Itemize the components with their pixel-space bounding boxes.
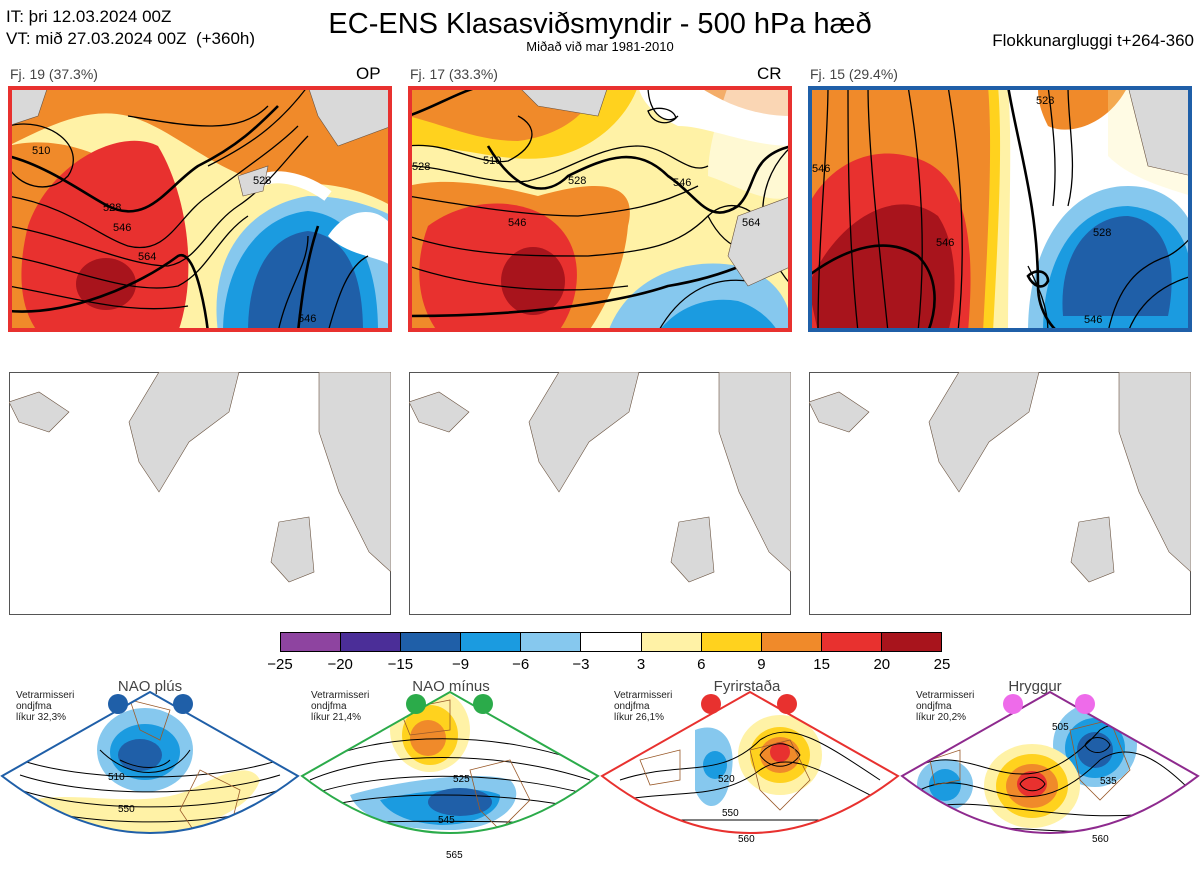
colorbar-labels: −25 −20 −15 −9 −6 −3 3 6 9 15 20 25 <box>260 656 962 674</box>
regime-2-prob: Vetrarmisseri ondjfma líkur 21,4% <box>311 690 370 723</box>
header-info: IT: þri 12.03.2024 00Z VT: mið 27.03.202… <box>6 6 255 50</box>
regime-4-dot-right <box>1075 694 1095 714</box>
contour-label: 546 <box>936 237 954 249</box>
colorbar-segment <box>820 633 881 651</box>
cluster-1-label: Fj. 19 (37.3%) <box>10 66 98 82</box>
it-line: IT: þri 12.03.2024 00Z <box>6 7 172 26</box>
regime-3-dot-right <box>777 694 797 714</box>
regime-4-map: 505 535 560 <box>900 690 1200 845</box>
cluster-2-border <box>408 86 792 332</box>
contour-label: 528 <box>103 202 121 214</box>
page-title: EC-ENS Klasasviðsmyndir - 500 hPa hæð <box>328 8 872 40</box>
contour-label: 535 <box>1100 776 1117 787</box>
contour-label: 550 <box>722 808 739 819</box>
colorbar-segment <box>640 633 701 651</box>
contour-label: 528 <box>1036 95 1054 107</box>
contour-label: 546 <box>508 217 526 229</box>
contour-label: 546 <box>113 222 131 234</box>
contour-label: 560 <box>738 834 755 845</box>
regime-2-dot-right <box>473 694 493 714</box>
empty-map-1 <box>9 372 391 615</box>
contour-label: 528 <box>568 175 586 187</box>
cluster-3-map: 546 528 546 528 546 <box>808 86 1192 332</box>
cluster-3-label: Fj. 15 (29.4%) <box>810 66 898 82</box>
contour-label: 564 <box>742 217 760 229</box>
regime-2-name: NAO mínus <box>412 678 490 695</box>
regime-3-dot-left <box>701 694 721 714</box>
cluster-2-tag: CR <box>757 64 782 83</box>
regime-3-map: 520 550 560 <box>600 690 900 845</box>
page-subtitle: Miðað við mar 1981-2010 <box>526 39 674 54</box>
cluster-1-map: 510 528 528 546 564 546 <box>8 86 392 332</box>
colorbar-tick-label: 3 <box>636 656 646 673</box>
vt-line: VT: mið 27.03.2024 00Z (+360h) <box>6 29 256 48</box>
contour-label: 505 <box>1052 722 1069 733</box>
colorbar-tick-label: −9 <box>451 656 470 673</box>
contour-label: 550 <box>118 804 135 815</box>
contour-label: 564 <box>138 251 156 263</box>
regime-4-name: Hryggur <box>1008 678 1062 695</box>
regime-2-dot-left <box>406 694 426 714</box>
colorbar-segment <box>340 633 401 651</box>
regime-4-prob: Vetrarmisseri ondjfma líkur 20,2% <box>916 690 975 723</box>
colorbar-tick-label: 15 <box>813 656 830 673</box>
colorbar-segment <box>880 633 942 651</box>
regime-2-map: 525 545 565 <box>300 690 600 861</box>
regime-1-dot-left <box>108 694 128 714</box>
colorbar-tick-label: −15 <box>387 656 414 673</box>
regime-3-prob: Vetrarmisseri ondjfma líkur 26,1% <box>614 690 673 723</box>
colorbar-tick-label: −20 <box>327 656 353 673</box>
contour-label: 546 <box>673 177 691 189</box>
cluster-1-border <box>8 86 392 332</box>
colorbar-segment <box>520 633 581 651</box>
regime-1-name: NAO plús <box>117 678 183 695</box>
classification-window: Flokkunargluggi t+264-360 <box>992 31 1194 50</box>
regime-3-name: Fyrirstaða <box>713 678 781 695</box>
contour-label: 560 <box>1092 834 1109 845</box>
colorbar-segment <box>580 633 641 651</box>
contour-label: 525 <box>453 774 470 785</box>
cluster-3-border <box>808 86 1192 332</box>
contour-label: 546 <box>298 313 316 325</box>
contour-label: 528 <box>253 175 271 187</box>
regime-1-prob: Vetrarmisseri ondjfma líkur 32,3% <box>16 690 75 723</box>
contour-label: 510 <box>108 772 125 783</box>
regime-1-dot-right <box>173 694 193 714</box>
colorbar-segment <box>281 633 341 651</box>
contour-label: 546 <box>1084 314 1102 326</box>
contour-label: 510 <box>483 155 501 167</box>
contour-label: 510 <box>32 145 50 157</box>
colorbar-segment <box>760 633 821 651</box>
colorbar-tick-label: −6 <box>512 656 530 673</box>
empty-map-2 <box>409 372 791 615</box>
contour-label: 528 <box>412 161 430 173</box>
contour-label: 565 <box>446 850 463 861</box>
colorbar-tick-label: −25 <box>267 656 293 673</box>
colorbar-tick-label: 20 <box>873 656 891 673</box>
colorbar-tick-label: −3 <box>572 656 590 673</box>
colorbar-tick-label: 25 <box>933 656 951 673</box>
cluster-2-label: Fj. 17 (33.3%) <box>410 66 498 82</box>
colorbar-tick-label: 9 <box>757 656 766 673</box>
contour-label: 545 <box>438 815 455 826</box>
contour-label: 528 <box>1093 227 1111 239</box>
empty-map-3 <box>809 372 1191 615</box>
regime-4-dot-left <box>1003 694 1023 714</box>
cluster-1-tag: OP <box>356 64 381 83</box>
colorbar-tick-label: 6 <box>697 656 706 673</box>
contour-label: 546 <box>812 163 830 175</box>
colorbar <box>280 632 942 652</box>
regime-1-map: 510 550 <box>0 690 300 834</box>
cluster-2-map: 510 528 528 546 546 564 <box>408 86 792 332</box>
colorbar-segment <box>700 633 761 651</box>
colorbar-segment <box>400 633 461 651</box>
contour-label: 520 <box>718 774 735 785</box>
colorbar-segment <box>460 633 521 651</box>
